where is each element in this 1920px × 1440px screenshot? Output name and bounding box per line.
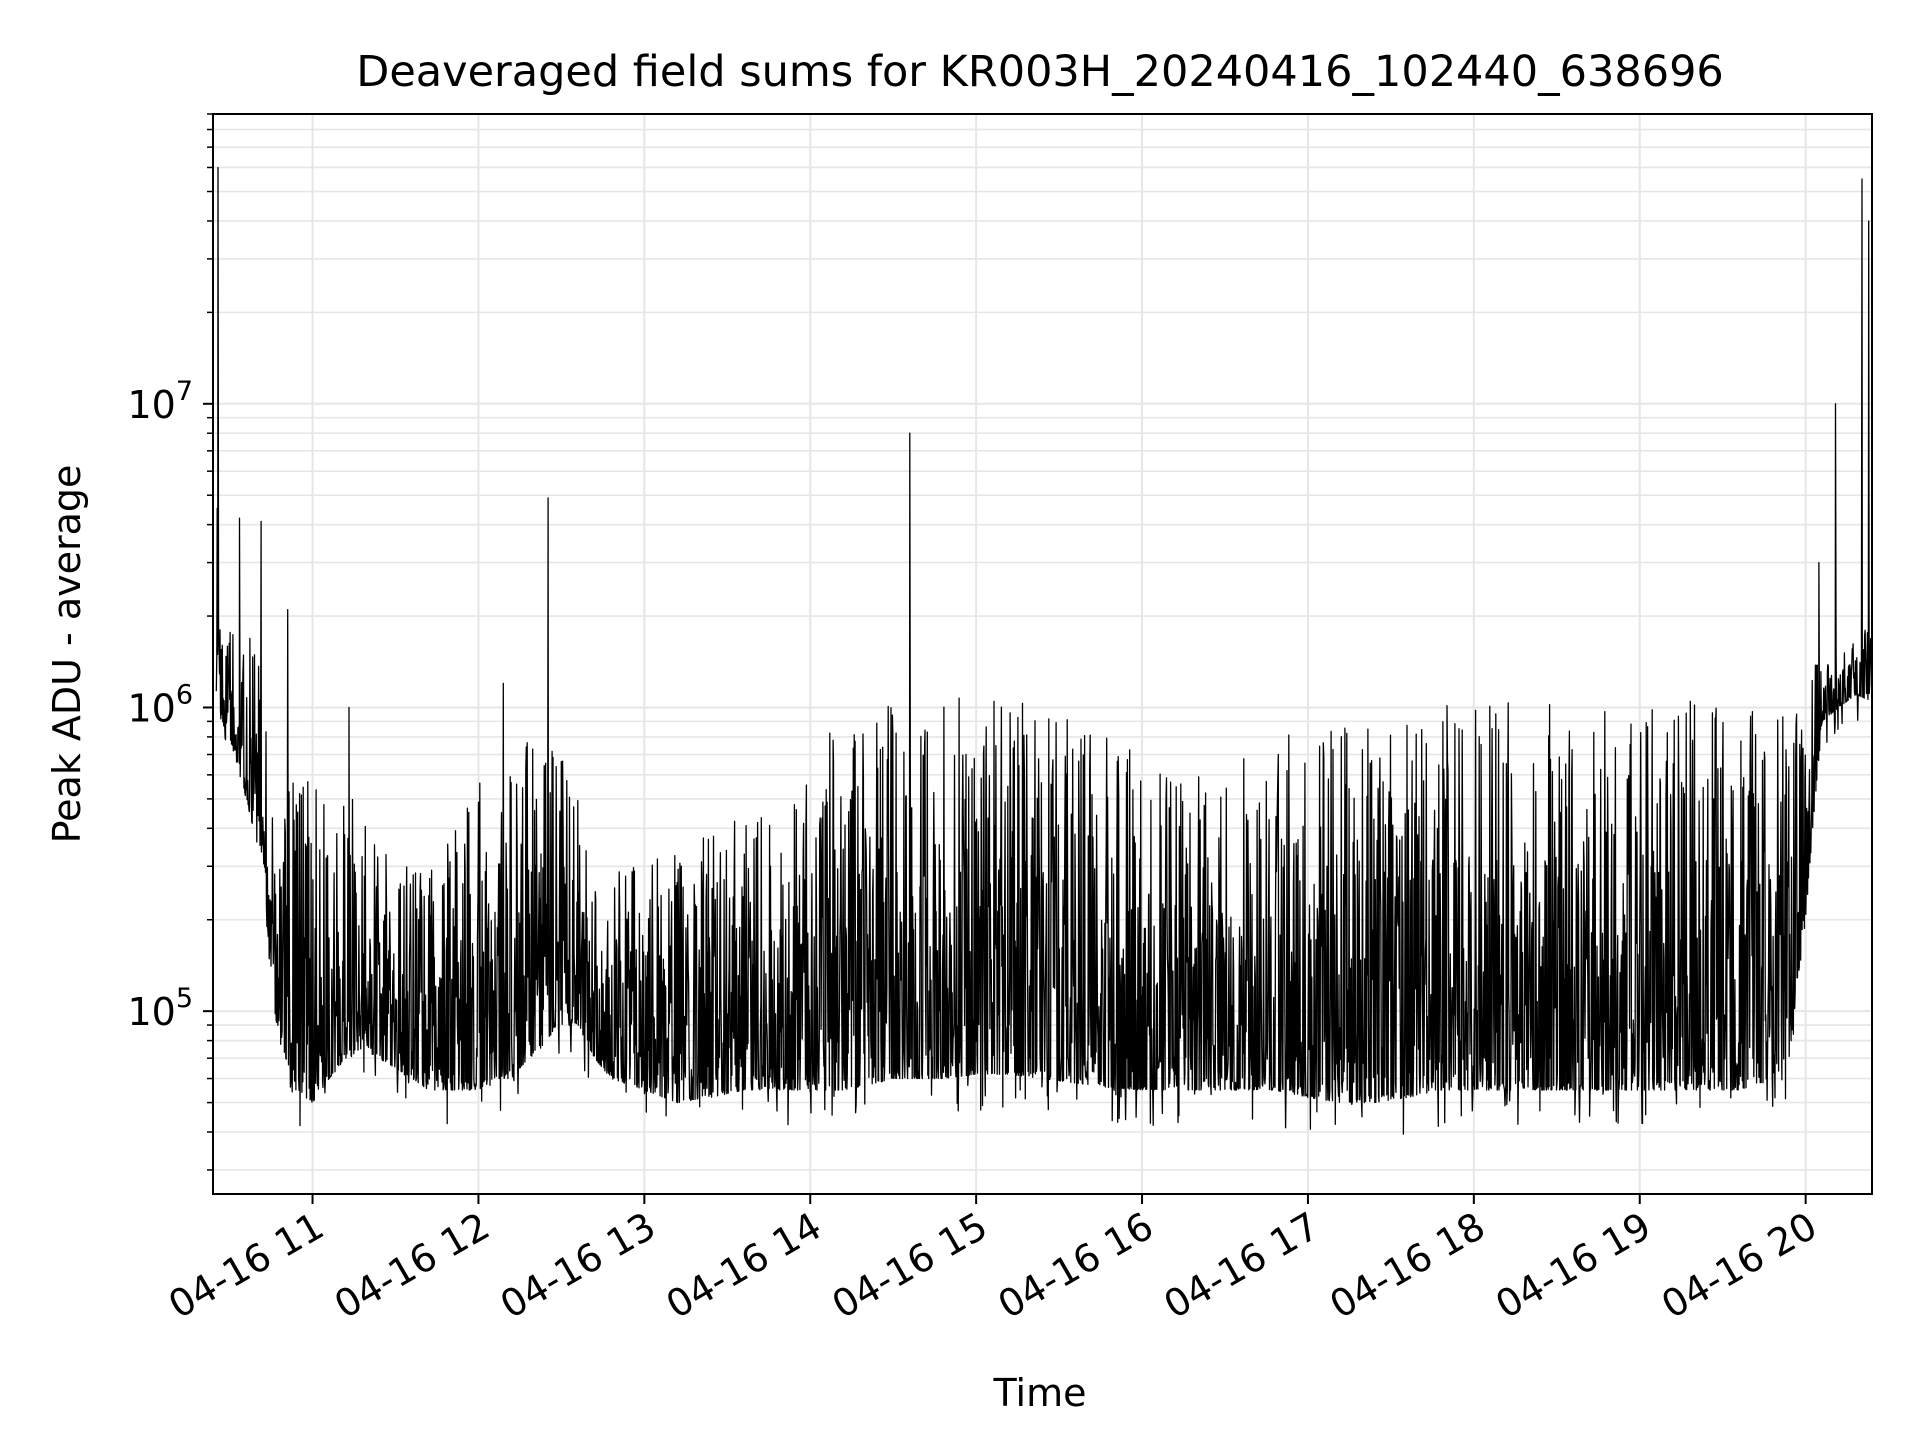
series-path — [215, 166, 1872, 1135]
y-axis: 105 106 107 — [127, 113, 213, 1171]
x-axis-label: Time — [993, 1371, 1087, 1415]
series-line — [215, 166, 1872, 1135]
y-axis-label: Peak ADU - average — [45, 465, 89, 844]
plot-area — [215, 166, 1872, 1135]
y-tick-label: 105 — [127, 983, 193, 1034]
y-tick-label: 106 — [127, 679, 193, 730]
chart-title: Deaveraged field sums for KR003H_2024041… — [356, 47, 1724, 97]
plot-frame — [212, 113, 1873, 1195]
y-tick-label: 107 — [127, 376, 193, 427]
